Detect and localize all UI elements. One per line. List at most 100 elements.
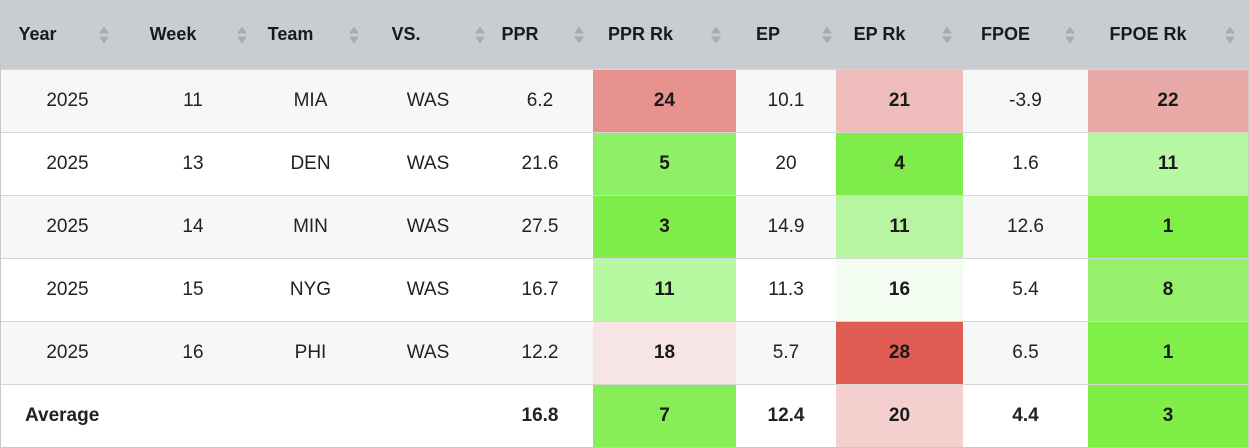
cell-year: 2025 xyxy=(46,215,89,237)
sort-arrows-icon[interactable] xyxy=(1225,26,1235,44)
cell-ppr: 21.6 xyxy=(521,152,559,174)
cell-week: 16 xyxy=(182,341,204,363)
cell-week: 14 xyxy=(182,215,204,237)
sort-arrows-icon[interactable] xyxy=(822,26,832,44)
sort-descending-icon[interactable] xyxy=(942,36,952,44)
cell-year: 2025 xyxy=(46,278,89,300)
average-ep-rk: 20 xyxy=(836,384,963,447)
cell-vs: WAS xyxy=(406,152,450,174)
cell-ep: 5.7 xyxy=(772,341,800,363)
cell-ep-rk: 21 xyxy=(836,69,963,132)
table-row: 2025 14 MIN WAS 27.5 3 14.9 11 12.6 1 xyxy=(1,195,1248,258)
average-fpoe-rk: 3 xyxy=(1088,384,1248,447)
sort-arrows-icon[interactable] xyxy=(237,26,247,44)
cell-fpoe-rk: 1 xyxy=(1088,195,1248,258)
header-label: EP xyxy=(755,24,780,45)
sort-arrows-icon[interactable] xyxy=(99,26,109,44)
sort-ascending-icon[interactable] xyxy=(349,26,359,34)
sort-ascending-icon[interactable] xyxy=(1065,26,1075,34)
table-row: 2025 13 DEN WAS 21.6 5 20 4 1.6 11 xyxy=(1,132,1248,195)
table-row: 2025 15 NYG WAS 16.7 11 11.3 16 5.4 8 xyxy=(1,258,1248,321)
cell-team: NYG xyxy=(289,278,332,300)
average-label: Average xyxy=(25,404,100,426)
average-row: Average 16.8 7 12.4 20 4.4 3 xyxy=(1,384,1248,447)
header-fpoe[interactable]: FPOE xyxy=(963,1,1088,69)
cell-team: PHI xyxy=(294,341,327,363)
sort-arrows-icon[interactable] xyxy=(942,26,952,44)
sort-arrows-icon[interactable] xyxy=(475,26,485,44)
header-week[interactable]: Week xyxy=(134,1,252,69)
cell-week: 11 xyxy=(183,89,203,111)
average-ppr-rk: 7 xyxy=(593,384,736,447)
sort-arrows-icon[interactable] xyxy=(1065,26,1075,44)
average-empty-cell xyxy=(134,384,252,447)
cell-ep: 20 xyxy=(775,152,797,174)
average-empty-cell xyxy=(369,384,487,447)
cell-ppr-rk: 5 xyxy=(593,132,736,195)
cell-fpoe: 5.4 xyxy=(1012,278,1039,300)
average-ppr: 16.8 xyxy=(521,404,559,426)
cell-fpoe: 12.6 xyxy=(1007,215,1044,237)
header-ppr-rk[interactable]: PPR Rk xyxy=(593,1,736,69)
sort-ascending-icon[interactable] xyxy=(237,26,247,34)
cell-fpoe-rk: 11 xyxy=(1088,132,1248,195)
cell-fpoe: 6.5 xyxy=(1012,341,1039,363)
sort-descending-icon[interactable] xyxy=(574,36,584,44)
cell-ppr-rk: 11 xyxy=(593,258,736,321)
header-label: Year xyxy=(18,24,57,45)
cell-team: MIN xyxy=(293,215,328,237)
sort-ascending-icon[interactable] xyxy=(99,26,109,34)
average-ep: 12.4 xyxy=(767,404,805,426)
header-label: EP Rk xyxy=(853,24,906,45)
header-ep[interactable]: EP xyxy=(736,1,836,69)
sort-arrows-icon[interactable] xyxy=(574,26,584,44)
sort-ascending-icon[interactable] xyxy=(711,26,721,34)
header-label: Team xyxy=(267,24,314,45)
cell-ppr: 12.2 xyxy=(521,341,559,363)
header-label: FPOE Rk xyxy=(1109,24,1187,45)
cell-vs: WAS xyxy=(406,278,450,300)
sort-descending-icon[interactable] xyxy=(349,36,359,44)
sort-ascending-icon[interactable] xyxy=(942,26,952,34)
sort-descending-icon[interactable] xyxy=(475,36,485,44)
sort-ascending-icon[interactable] xyxy=(574,26,584,34)
cell-fpoe-rk: 22 xyxy=(1088,69,1248,132)
sort-ascending-icon[interactable] xyxy=(822,26,832,34)
sort-descending-icon[interactable] xyxy=(711,36,721,44)
sort-ascending-icon[interactable] xyxy=(475,26,485,34)
cell-vs: WAS xyxy=(406,89,450,111)
cell-ppr: 27.5 xyxy=(521,215,559,237)
cell-ppr-rk: 24 xyxy=(593,69,736,132)
sort-arrows-icon[interactable] xyxy=(711,26,721,44)
cell-year: 2025 xyxy=(46,341,89,363)
cell-week: 13 xyxy=(182,152,204,174)
cell-ep-rk: 16 xyxy=(836,258,963,321)
table-row: 2025 16 PHI WAS 12.2 18 5.7 28 6.5 1 xyxy=(1,321,1248,384)
cell-team: DEN xyxy=(290,152,331,174)
sort-ascending-icon[interactable] xyxy=(1225,26,1235,34)
sort-descending-icon[interactable] xyxy=(237,36,247,44)
cell-year: 2025 xyxy=(46,89,89,111)
cell-ppr: 6.2 xyxy=(526,89,554,111)
sort-descending-icon[interactable] xyxy=(99,36,109,44)
header-ppr[interactable]: PPR xyxy=(487,1,593,69)
cell-ep: 10.1 xyxy=(767,89,805,111)
header-fpoe-rk[interactable]: FPOE Rk xyxy=(1088,1,1248,69)
cell-ep: 11.3 xyxy=(768,278,804,300)
cell-fpoe-rk: 1 xyxy=(1088,321,1248,384)
header-vs[interactable]: VS. xyxy=(369,1,487,69)
sort-descending-icon[interactable] xyxy=(1065,36,1075,44)
average-empty-cell xyxy=(252,384,369,447)
sort-descending-icon[interactable] xyxy=(822,36,832,44)
sort-arrows-icon[interactable] xyxy=(349,26,359,44)
cell-vs: WAS xyxy=(406,341,450,363)
header-label: Week xyxy=(149,24,197,45)
cell-ppr-rk: 18 xyxy=(593,321,736,384)
header-label: FPOE xyxy=(980,24,1030,45)
header-year[interactable]: Year xyxy=(1,1,134,69)
sort-descending-icon[interactable] xyxy=(1225,36,1235,44)
header-ep-rk[interactable]: EP Rk xyxy=(836,1,963,69)
header-label: PPR Rk xyxy=(607,24,674,45)
header-team[interactable]: Team xyxy=(252,1,369,69)
